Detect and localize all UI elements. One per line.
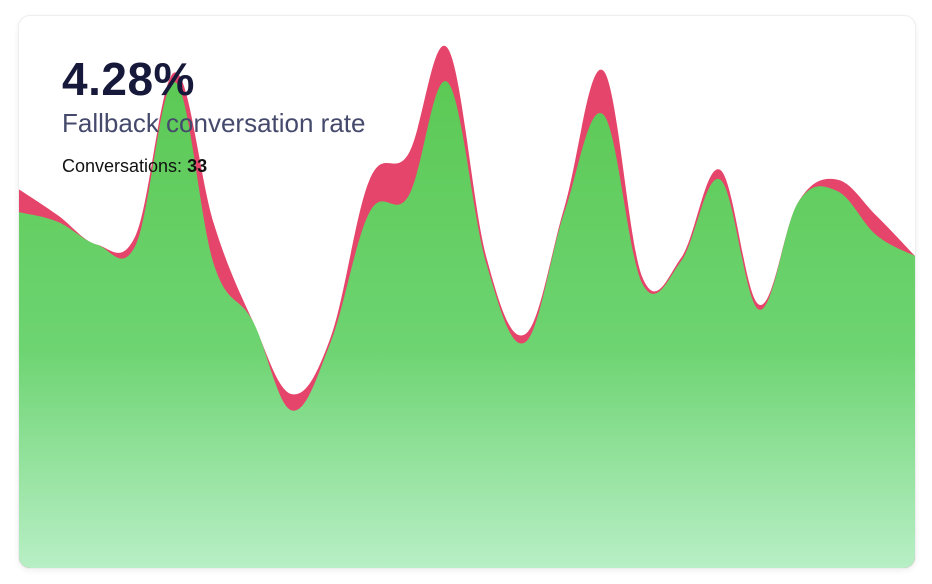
stacked-area-chart <box>19 45 915 568</box>
metric-label: Fallback conversation rate <box>62 108 366 138</box>
conversations-count: Conversations: 33 <box>62 157 207 175</box>
fallback-rate-card: 4.28% Fallback conversation rate Convers… <box>18 15 916 569</box>
conversations-value: 33 <box>187 156 208 176</box>
handled-series-area <box>19 81 915 568</box>
conversations-label: Conversations: <box>62 156 183 176</box>
metric-value: 4.28% <box>62 53 195 105</box>
